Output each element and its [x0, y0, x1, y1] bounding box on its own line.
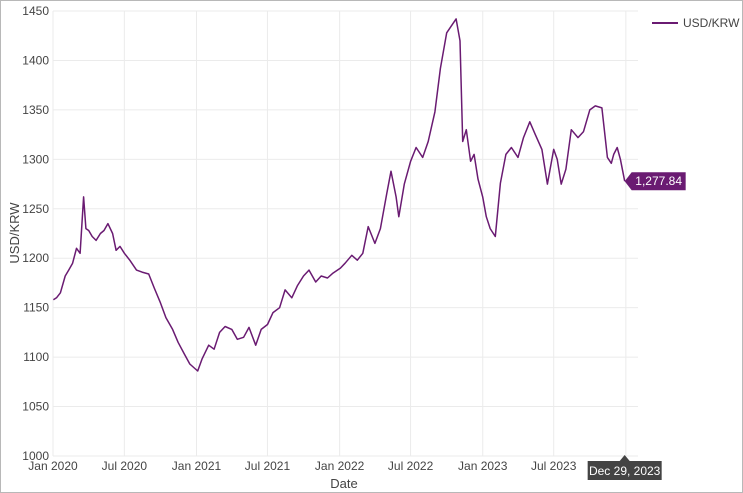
- x-tick-label: Jan 2020: [28, 459, 78, 473]
- y-axis-title: USD/KRW: [7, 202, 22, 264]
- y-tick-labels: 1000 1050 1100 1150 1200 1250 1300 1350 1400 1450: [22, 4, 49, 463]
- y-tick-label: 1350: [22, 103, 49, 117]
- y-tick-label: 1100: [23, 350, 49, 364]
- hover-date-label: Dec 29, 2023: [587, 455, 662, 480]
- x-axis-title: Date: [330, 476, 357, 491]
- hover-value-label: 1,277.84: [624, 172, 686, 191]
- hover-date-background: [587, 455, 662, 480]
- legend-label-usd-krw: USD/KRW: [683, 16, 740, 30]
- y-tick-label: 1400: [22, 53, 49, 67]
- usd-krw-series-line[interactable]: [52, 18, 626, 372]
- x-tick-label: Jul 2020: [102, 459, 148, 473]
- y-tick-label: 1150: [23, 301, 49, 315]
- hover-value-text: 1,277.84: [635, 174, 682, 188]
- x-tick-label: Jan 2021: [172, 459, 222, 473]
- x-tick-label: Jul 2021: [245, 459, 291, 473]
- x-tick-labels: Jan 2020 Jul 2020 Jan 2021 Jul 2021 Jan 2022…: [28, 459, 651, 473]
- y-tick-label: 1200: [22, 251, 49, 265]
- x-tick-label: Jan 2022: [315, 459, 365, 473]
- y-tick-label: 1000: [22, 449, 49, 463]
- y-tick-label: 1250: [22, 202, 49, 216]
- y-tick-label: 1450: [22, 4, 49, 18]
- legend[interactable]: USD/KRW: [652, 16, 740, 30]
- x-tick-label: Jul 2022: [388, 459, 434, 473]
- y-gridlines: [53, 10, 638, 457]
- y-tick-label: 1300: [22, 152, 49, 166]
- x-tick-label: Jul 2023: [531, 459, 577, 473]
- y-tick-label: 1050: [22, 400, 49, 414]
- x-tick-label: Jan 2023: [458, 459, 508, 473]
- hover-date-text: Dec 29, 2023: [589, 464, 661, 478]
- x-gridlines: [52, 11, 627, 456]
- hover-value-background: [624, 172, 686, 191]
